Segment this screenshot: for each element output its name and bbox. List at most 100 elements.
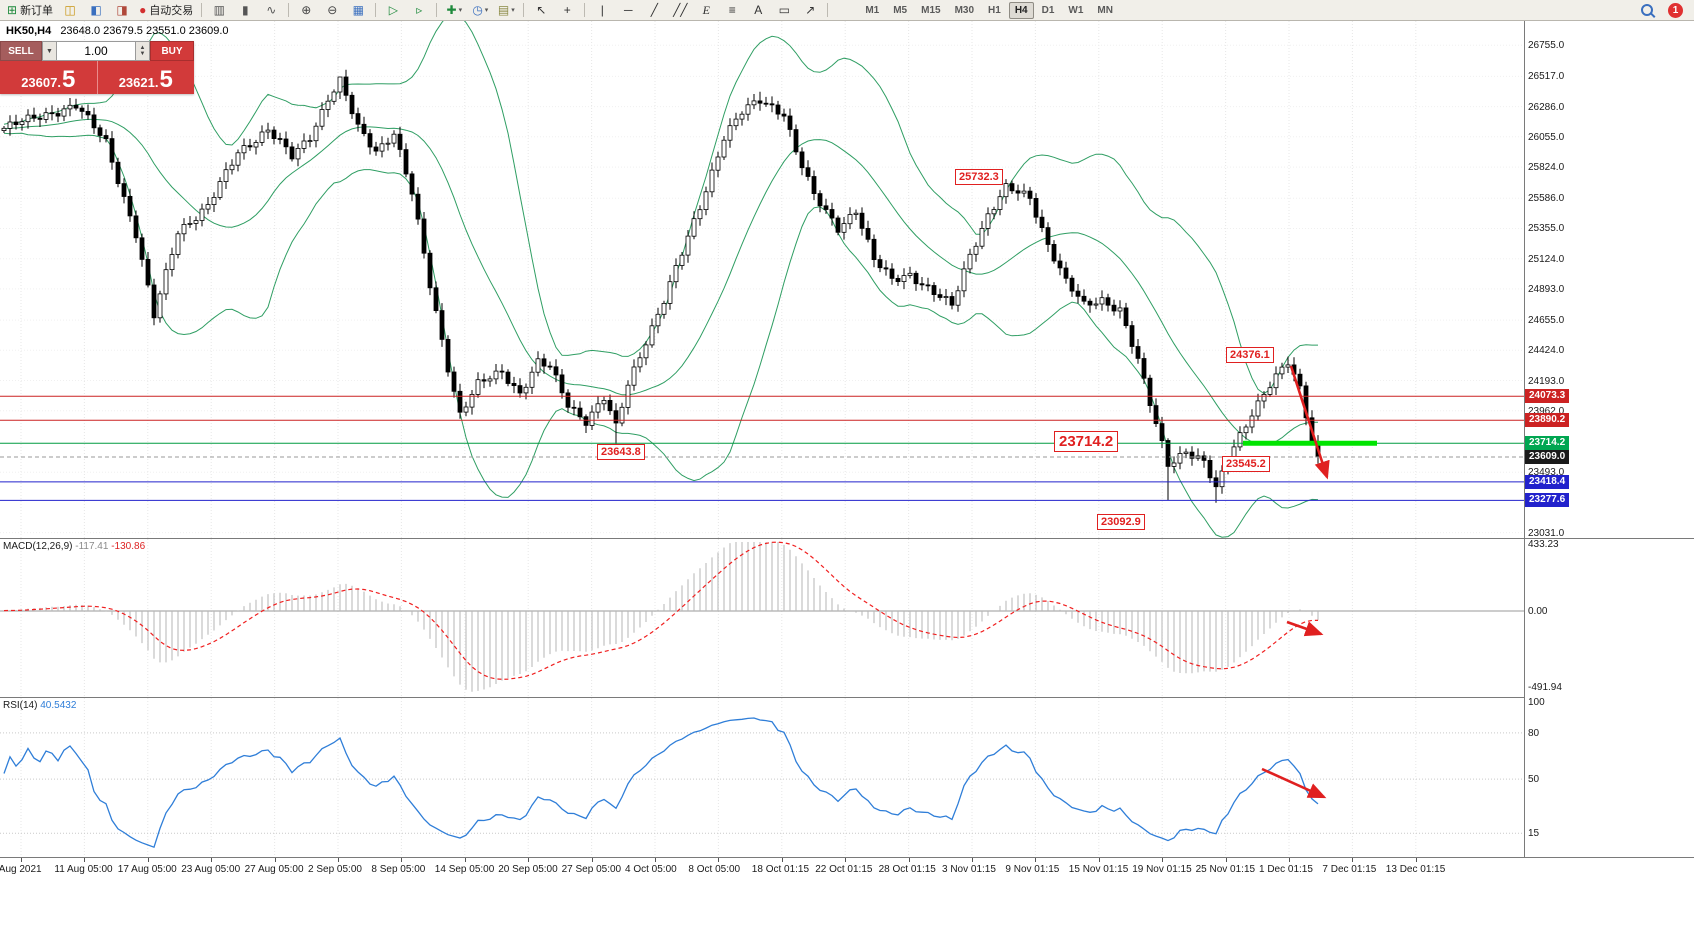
timeframe-m30[interactable]: M30 [954, 4, 975, 16]
line-chart-mode-button[interactable]: ∿ [259, 1, 283, 20]
price-axis[interactable]: 26755.0 26517.0 26286.0 26055.0 25824.0 25586… [1524, 21, 1694, 539]
axis-tick-label: 26055.0 [1528, 132, 1565, 143]
fibonacci-button[interactable]: ≡ [720, 1, 744, 20]
axis-price-flag: 23890.2 [1525, 413, 1570, 427]
notification-badge[interactable]: 1 [1668, 2, 1683, 18]
timeframe-h4[interactable]: H4 [1008, 1, 1034, 19]
auto-scroll-button[interactable]: ▷ [381, 1, 405, 20]
time-tick [21, 858, 22, 862]
zoom-in-button[interactable]: ⊕ [294, 1, 318, 20]
time-tick [1289, 858, 1290, 862]
time-label: 17 Aug 05:00 [117, 864, 177, 875]
axis-tick-label: 0.00 [1528, 606, 1548, 617]
autotrading-button[interactable]: ● 自动交易 [136, 1, 196, 20]
crosshair-button[interactable]: + [555, 1, 579, 20]
one-click-trading-panel: SELL ▼ 1.00 ▲ ▼ BUY 23607. 5 23621. 5 [0, 41, 194, 94]
timeframe-group: M1 M5 M15 M30 H1 H4 D1 W1 MN [858, 0, 1120, 20]
axis-tick-label: 23031.0 [1528, 528, 1565, 539]
add-indicator-icon: ✚ [446, 3, 457, 17]
equidistant-channel-button[interactable]: E [694, 1, 718, 20]
axis-tick-label: 26755.0 [1528, 40, 1565, 51]
search-button[interactable] [1635, 1, 1659, 20]
timeframe-w1[interactable]: W1 [1068, 4, 1084, 16]
timeframe-m15[interactable]: M15 [921, 4, 941, 16]
time-tick [655, 858, 656, 862]
price-annotation[interactable]: 23092.9 [1097, 514, 1145, 530]
horizontal-line-icon: ─ [624, 3, 633, 17]
period-button[interactable]: ◷ ▾ [468, 1, 492, 20]
arrows-button[interactable]: ↗ [798, 1, 822, 20]
dropdown-caret-icon: ▾ [458, 7, 463, 14]
macd-hist-value: -117.41 [75, 541, 109, 552]
volume-dropdown[interactable]: ▼ [42, 41, 57, 61]
add-indicator-button[interactable]: ✚ ▾ [442, 1, 466, 20]
time-tick [1225, 858, 1227, 862]
time-tick [84, 858, 86, 862]
timeframe-d1[interactable]: D1 [1041, 4, 1055, 16]
macd-plot[interactable] [0, 539, 1524, 698]
price-annotation[interactable]: 23643.8 [597, 444, 645, 460]
market-watch-icon-icon: ◧ [90, 3, 102, 17]
trendline-button[interactable]: ╱ [642, 1, 666, 20]
auto-scroll-icon: ▷ [388, 3, 398, 17]
cursor-button[interactable]: ↖ [529, 1, 553, 20]
time-tick [211, 858, 213, 862]
axis-tick-label: 50 [1528, 774, 1540, 785]
axis-tick-label: 25124.0 [1528, 254, 1565, 265]
stepper-up-icon[interactable]: ▲ [139, 45, 146, 51]
bar-chart-mode-button[interactable]: ▥ [207, 1, 231, 20]
price-annotation[interactable]: 24376.1 [1226, 347, 1274, 363]
volume-stepper[interactable]: ▲ ▼ [136, 41, 150, 61]
time-label: 3 Nov 01:15 [942, 864, 996, 875]
price-annotation[interactable]: 25732.3 [955, 169, 1003, 185]
time-label: 18 Oct 01:15 [751, 864, 810, 875]
market-watch-icon[interactable]: ◧ [84, 1, 108, 20]
rsi-axis[interactable]: 100 80 50 15 [1524, 697, 1694, 858]
chart-windows-icon[interactable]: ◫ [58, 1, 82, 20]
time-label: 27 Aug 05:00 [244, 864, 304, 875]
time-tick [845, 858, 847, 862]
autotrading-button-label: 自动交易 [149, 5, 194, 17]
crosshair-icon: + [563, 3, 571, 17]
bar-chart-mode-icon: ▥ [213, 3, 225, 17]
channel-button[interactable]: ╱╱ [668, 1, 692, 20]
zoom-out-button[interactable]: ⊖ [320, 1, 344, 20]
price-annotation[interactable]: 23714.2 [1054, 431, 1119, 452]
timeframe-m1[interactable]: M1 [865, 4, 880, 16]
sell-price[interactable]: 23607. 5 [0, 61, 97, 94]
time-label: 1 Dec 01:15 [1259, 864, 1313, 875]
timeframe-mn[interactable]: MN [1097, 4, 1113, 16]
dropdown-caret-icon: ▾ [484, 7, 489, 14]
time-label: 7 Dec 01:15 [1322, 864, 1377, 875]
chart-plot[interactable] [0, 21, 1524, 538]
axis-price-flag: 23609.0 [1525, 450, 1570, 464]
timeframe-h1[interactable]: H1 [988, 4, 1001, 16]
rsi-label: RSI(14) 40.5432 [3, 700, 76, 711]
rsi-plot[interactable] [0, 698, 1524, 858]
sell-button[interactable]: SELL [0, 41, 42, 61]
new-order-button[interactable]: ⊞ 新订单 [4, 1, 56, 20]
line-chart-mode-icon: ∿ [266, 3, 277, 17]
volume-input[interactable]: 1.00 [57, 41, 136, 61]
axis-price-flag: 23714.2 [1525, 436, 1570, 450]
time-label: 23 Aug 05:00 [181, 864, 241, 875]
macd-axis[interactable]: 433.23 0.00 -491.94 [1524, 539, 1694, 698]
time-label: 5 Aug 2021 [0, 864, 42, 875]
tile-windows-button[interactable]: ▦ [346, 1, 370, 20]
buy-button[interactable]: BUY [150, 41, 194, 61]
timeframe-m5[interactable]: M5 [893, 4, 908, 16]
new-order-icon: ⊞ [7, 3, 18, 17]
price-annotation[interactable]: 23545.2 [1222, 456, 1270, 472]
label-button[interactable]: ▭ [772, 1, 796, 20]
horizontal-line-button[interactable]: ─ [616, 1, 640, 20]
text-button[interactable]: A [746, 1, 770, 20]
data-window-icon[interactable]: ◨ [110, 1, 134, 20]
time-axis[interactable]: 5 Aug 2021 11 Aug 05:00 17 Aug 05:00 23 Aug… [0, 857, 1694, 884]
arrows-icon: ↗ [805, 3, 816, 17]
chart-shift-button[interactable]: ▹ [407, 1, 431, 20]
stepper-down-icon[interactable]: ▼ [139, 51, 146, 57]
vertical-line-button[interactable]: | [590, 1, 614, 20]
buy-price[interactable]: 23621. 5 [96, 61, 194, 94]
candlestick-mode-button[interactable]: ▮ [233, 1, 257, 20]
template-button[interactable]: ▤ ▾ [494, 1, 518, 20]
